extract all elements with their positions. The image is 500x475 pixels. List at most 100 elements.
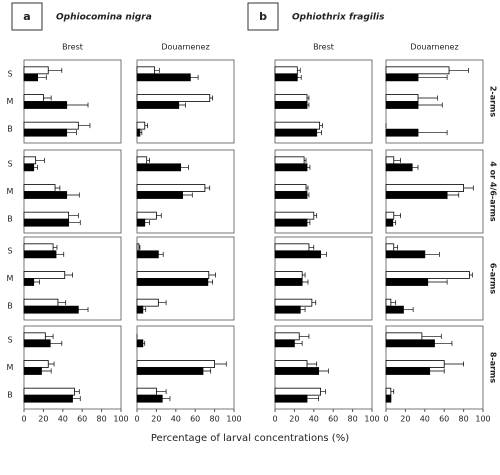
error-bar [55, 185, 61, 191]
error-bar [449, 67, 469, 73]
x-tick-label: 60 [190, 415, 200, 424]
row-label: 6-arms [489, 263, 498, 295]
error-bar [50, 340, 63, 346]
bar [23, 184, 56, 192]
bar [385, 250, 426, 259]
error-bar [418, 130, 448, 136]
category-label: S [7, 335, 12, 344]
bar [274, 218, 308, 227]
bar [274, 163, 308, 172]
category-label: M [7, 97, 14, 106]
column-title: Brest [313, 43, 334, 52]
bar [274, 243, 310, 252]
x-tick-label: 40 [58, 415, 68, 424]
bar [274, 394, 308, 403]
bar [385, 394, 392, 403]
error-bar [307, 164, 311, 170]
error-bar [57, 300, 67, 306]
bar [385, 360, 445, 368]
panel-box [247, 2, 279, 31]
error-bar [43, 95, 52, 101]
panel-box [11, 2, 43, 31]
bar [136, 218, 146, 227]
bar [274, 278, 303, 286]
bar [136, 339, 144, 348]
bar [274, 184, 307, 192]
bar [274, 211, 315, 220]
category-label: M [7, 274, 14, 283]
x-tick-label: 80 [459, 415, 469, 424]
bar [274, 250, 321, 259]
bar [136, 250, 159, 259]
category-label: M [7, 187, 14, 196]
column-title: Douarnenez [410, 43, 458, 52]
bar [136, 101, 180, 109]
error-bar [190, 74, 199, 80]
x-tick-label: 60 [328, 415, 338, 424]
x-tick-label: 20 [400, 415, 410, 424]
bar [385, 298, 392, 307]
error-bar [154, 67, 160, 73]
error-bar [429, 368, 445, 374]
error-bar [209, 95, 214, 101]
error-bar [313, 213, 318, 219]
bar [274, 387, 321, 396]
error-bar [316, 130, 322, 136]
x-tick-label: 20 [289, 415, 299, 424]
panel-letter: b [259, 10, 267, 23]
error-bar [412, 164, 419, 170]
bar [385, 191, 448, 199]
error-bar [156, 213, 162, 219]
bar [23, 250, 57, 259]
category-label: B [7, 215, 13, 224]
error-bar [144, 220, 150, 226]
error-bar [66, 130, 77, 136]
error-bar [469, 272, 473, 278]
bar [385, 156, 395, 165]
bar [385, 339, 435, 348]
column-title: Brest [62, 43, 83, 52]
bar [23, 121, 79, 130]
bar [385, 243, 395, 252]
x-tick-label: 80 [210, 415, 220, 424]
bar [23, 73, 38, 82]
error-bar [444, 361, 464, 367]
bar [136, 271, 210, 279]
error-bar [162, 396, 171, 402]
category-label: S [7, 69, 12, 78]
error-bar [447, 192, 460, 198]
error-bar [418, 102, 443, 108]
error-bar [74, 389, 80, 395]
x-tick-label: 60 [77, 415, 87, 424]
bar [136, 128, 141, 137]
error-bar [33, 279, 40, 285]
x-tick-label: 0 [383, 415, 388, 424]
error-bar [393, 157, 401, 163]
error-bar [307, 220, 311, 226]
panel-letter: a [23, 10, 30, 23]
bar [136, 121, 146, 130]
x-tick-label: 20 [38, 415, 48, 424]
error-bar [142, 340, 146, 346]
error-bar [307, 102, 310, 108]
error-bar [434, 340, 453, 346]
error-bar [463, 185, 474, 191]
error-bar [392, 220, 397, 226]
error-bar [56, 251, 65, 257]
category-label: S [7, 246, 12, 255]
x-tick-label: 20 [151, 415, 161, 424]
error-bar [307, 361, 318, 367]
bar [385, 184, 464, 192]
bar [385, 163, 413, 172]
bar [136, 163, 182, 172]
bar [23, 367, 42, 375]
error-bar [319, 123, 323, 129]
bar [385, 66, 450, 75]
error-bar [45, 333, 54, 339]
error-bar [53, 244, 58, 250]
error-bar [48, 361, 55, 367]
bar [385, 94, 419, 102]
error-bar [41, 368, 52, 374]
error-bar [64, 272, 73, 278]
